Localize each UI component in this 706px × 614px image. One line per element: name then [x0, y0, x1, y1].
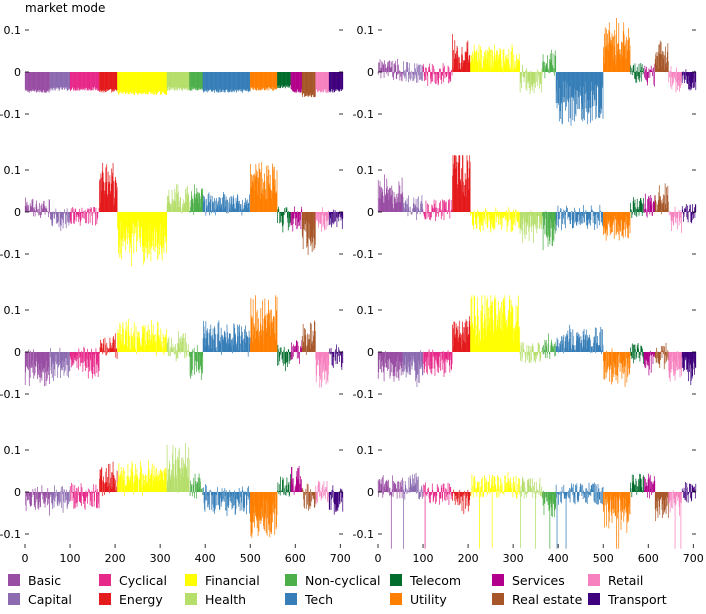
y-tick-label: 0	[14, 346, 21, 359]
panel-mode-5: 0.1 0 -0.1	[0, 295, 344, 401]
y-tick-label: 0	[14, 206, 21, 219]
panel-mode-6: 0.1 0 -0.1	[353, 295, 697, 401]
y-tick-label: 0	[367, 346, 374, 359]
y-tick-label: 0.1	[4, 24, 22, 37]
panel-mode-1: 0.1 0 -0.1	[0, 24, 344, 121]
panel-mode-4: 0.1 0 -0.1	[353, 155, 697, 261]
y-tick-label: -0.1	[353, 388, 374, 401]
y-tick-label: 0	[367, 206, 374, 219]
y-tick-label: -0.1	[353, 248, 374, 261]
y-tick-label: 0.1	[357, 24, 375, 37]
panels: 0.10-0.10.10-0.10.10-0.10.10-0.10.10-0.1…	[0, 17, 704, 565]
panel-mode-2: 0.1 0 -0.1	[353, 17, 697, 126]
y-tick-label: 0.1	[4, 164, 22, 177]
y-tick-label: -0.1	[0, 388, 21, 401]
y-tick-label: 0	[14, 66, 21, 79]
y-tick-label: 0.1	[357, 164, 375, 177]
y-tick-label: -0.1	[0, 108, 21, 121]
panel-mode-3: 0.1 0 -0.1	[0, 162, 344, 266]
y-tick-label: 0.1	[357, 304, 375, 317]
panel-mode-7: 0.10-0.10 100 200 300 400 500 600 700	[0, 443, 351, 565]
y-tick-label: -0.1	[353, 108, 374, 121]
y-tick-label: 0	[367, 66, 374, 79]
y-tick-label: -0.1	[0, 248, 21, 261]
figure-title: market mode	[25, 1, 105, 15]
y-tick-label: 0.1	[4, 304, 22, 317]
